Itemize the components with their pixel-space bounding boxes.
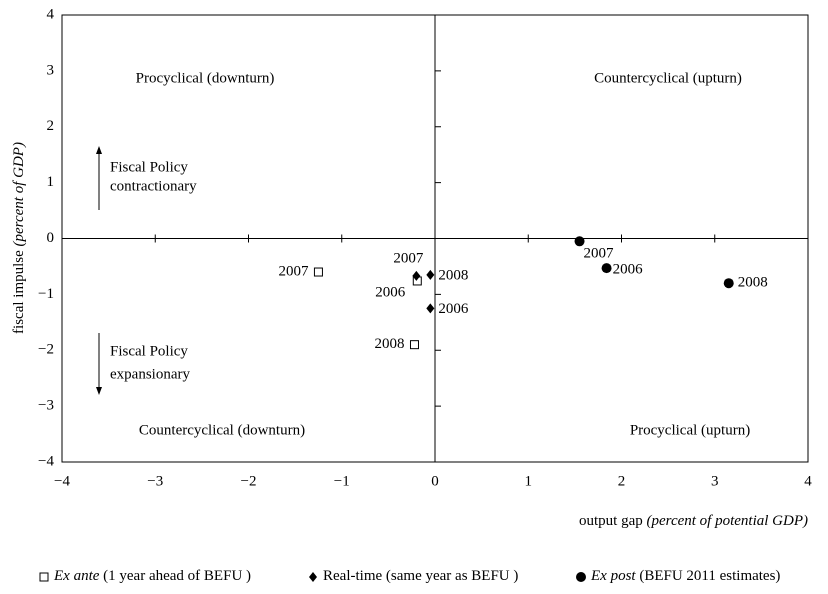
point-label: 2007: [278, 263, 309, 279]
y-tick-label: 0: [47, 230, 55, 246]
point-label: 2006: [438, 301, 469, 317]
point-label: 2008: [438, 267, 468, 283]
annotation: Fiscal Policy: [110, 159, 188, 175]
x-label-note: (percent of potential GDP): [647, 513, 808, 529]
annotation: contractionary: [110, 178, 197, 194]
y-tick-label: 4: [47, 6, 55, 22]
x-label-main: output gap: [579, 513, 643, 529]
marker-diamond: [412, 270, 421, 281]
x-axis-label: output gap (percent of potential GDP): [579, 513, 808, 529]
legend-entry: Ex post (BEFU 2011 estimates): [590, 568, 780, 584]
legend-name: Ex post: [590, 568, 636, 584]
x-tick-label: 4: [804, 473, 812, 489]
marker-diamond: [309, 572, 317, 582]
marker-circle: [723, 278, 734, 289]
annotation: expansionary: [110, 366, 190, 382]
annotation: Countercyclical (downturn): [139, 422, 305, 438]
legend-description: (BEFU 2011 estimates): [639, 568, 780, 584]
y-axis-label: fiscal impulse (percent of GDP): [11, 142, 27, 334]
x-tick-label: 2: [618, 473, 626, 489]
marker-square: [39, 572, 49, 582]
annotation: Procyclical (downturn): [136, 70, 275, 86]
y-tick-label: 3: [47, 62, 55, 78]
x-tick-label: −1: [334, 473, 350, 489]
marker-circle: [576, 572, 586, 582]
x-tick-label: 3: [711, 473, 719, 489]
x-tick-label: 0: [431, 473, 439, 489]
legend-description: (same year as BEFU ): [386, 568, 518, 584]
y-tick-label: 1: [47, 174, 55, 190]
arrow-head: [96, 387, 102, 395]
marker-circle: [574, 236, 585, 247]
legend-entry: Real-time (same year as BEFU ): [323, 568, 518, 584]
y-label-main: fiscal impulse: [11, 250, 27, 334]
marker-diamond: [426, 269, 435, 280]
point-label: 2006: [613, 262, 644, 278]
annotation: Countercyclical (upturn): [594, 70, 742, 86]
y-tick-label: −1: [38, 286, 54, 302]
point-label: 2008: [374, 336, 404, 352]
x-tick-label: 1: [525, 473, 533, 489]
y-tick-label: −4: [38, 453, 54, 469]
x-tick-label: −3: [147, 473, 163, 489]
point-label: 2006: [375, 284, 406, 300]
marker-circle: [601, 263, 612, 274]
point-label: 2007: [393, 250, 424, 266]
arrow-head: [96, 146, 102, 154]
y-label-note: (percent of GDP): [11, 142, 27, 246]
legend-name: Real-time: [323, 568, 382, 584]
point-label: 2008: [738, 275, 768, 291]
legend-name: Ex ante: [53, 568, 100, 584]
y-tick-label: 2: [47, 118, 55, 134]
marker-square: [409, 340, 419, 350]
x-tick-label: −4: [54, 473, 70, 489]
legend-entry: Ex ante (1 year ahead of BEFU ): [53, 568, 251, 584]
annotation: Procyclical (upturn): [630, 422, 750, 438]
x-tick-label: −2: [241, 473, 257, 489]
annotation: Fiscal Policy: [110, 343, 188, 359]
point-label: 2007: [584, 246, 615, 262]
legend-description: (1 year ahead of BEFU ): [103, 568, 251, 584]
y-tick-label: −3: [38, 398, 54, 414]
marker-diamond: [426, 303, 435, 314]
marker-square: [313, 267, 323, 277]
y-tick-label: −2: [38, 342, 54, 358]
